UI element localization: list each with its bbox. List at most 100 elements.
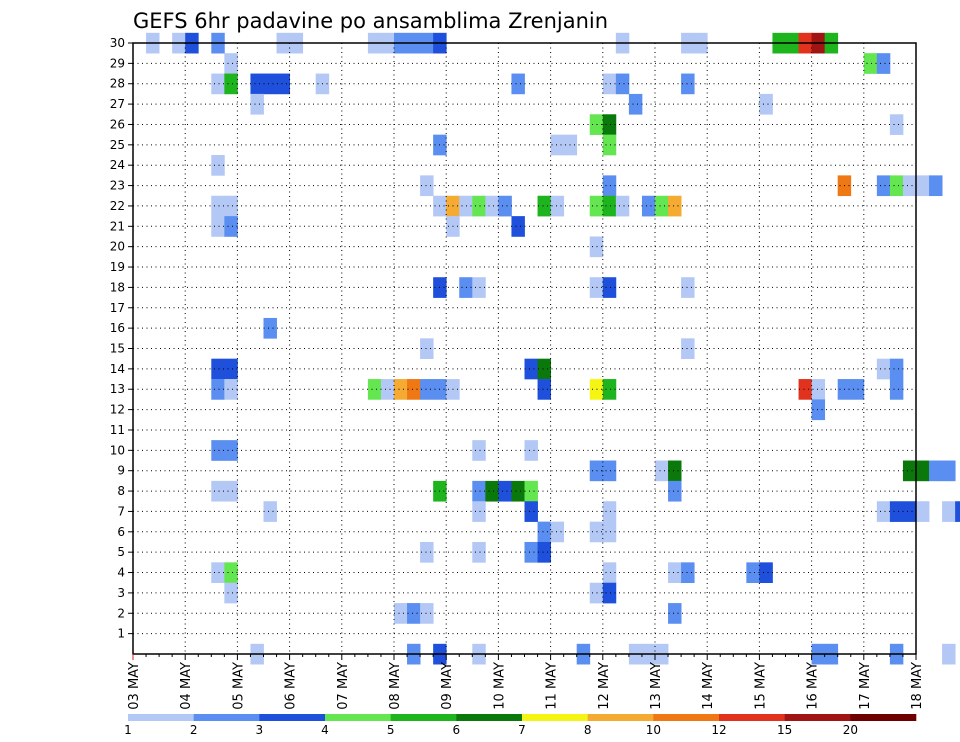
data-cell <box>602 134 617 156</box>
y-tick-label: 30 <box>110 36 125 50</box>
data-cell <box>211 73 225 95</box>
x-tick-label: 03 MAY <box>127 662 142 710</box>
y-tick-label: 21 <box>110 219 125 233</box>
x-tick-label: 16 MAY <box>806 662 821 710</box>
colorbar-swatch <box>259 714 326 721</box>
y-tick-label: 5 <box>117 545 125 559</box>
data-cell <box>876 175 891 197</box>
colorbar-label: 5 <box>387 723 395 737</box>
data-cell <box>524 358 538 380</box>
data-cell <box>602 460 617 482</box>
data-cell <box>602 501 617 522</box>
y-tick-label: 25 <box>110 138 125 152</box>
data-cell <box>550 521 565 543</box>
data-cell <box>615 73 630 95</box>
data-cells <box>146 32 960 665</box>
colorbar-swatch <box>390 714 457 721</box>
x-tick-label: 06 MAY <box>284 662 299 710</box>
data-cell <box>459 277 473 298</box>
data-cell <box>537 195 551 217</box>
data-cell <box>811 379 826 400</box>
data-cell <box>681 73 695 95</box>
y-tick-label: 16 <box>110 321 125 335</box>
data-cell <box>472 195 486 217</box>
data-cell <box>380 379 395 400</box>
data-cell <box>211 379 225 400</box>
x-tick-label: 12 MAY <box>597 662 612 710</box>
data-cell <box>929 460 943 482</box>
x-tick-label: 11 MAY <box>545 662 560 710</box>
data-cell <box>668 460 682 482</box>
colorbar-swatch <box>128 714 194 721</box>
data-cell <box>485 195 499 217</box>
data-cell <box>746 562 760 584</box>
data-cell <box>916 460 930 482</box>
data-cell <box>420 603 434 624</box>
colorbar-label: 4 <box>321 723 329 737</box>
data-cell <box>681 562 695 584</box>
data-cell <box>524 480 538 502</box>
data-cell <box>589 277 604 298</box>
y-tick-label: 13 <box>110 382 125 396</box>
y-tick-label: 28 <box>110 77 125 91</box>
y-tick-label: 2 <box>117 606 125 620</box>
data-cell <box>602 114 617 135</box>
x-tick-label: 07 MAY <box>336 662 351 710</box>
y-tick-label: 8 <box>117 484 125 498</box>
y-tick-label: 9 <box>117 464 125 478</box>
y-tick-label: 24 <box>110 158 125 172</box>
data-cell <box>589 379 604 400</box>
data-cell <box>902 175 917 197</box>
data-cell <box>420 175 434 197</box>
data-cell <box>524 541 538 563</box>
data-cell <box>420 338 434 359</box>
data-cell <box>602 562 617 584</box>
data-cell <box>472 277 486 298</box>
data-cell <box>211 440 225 461</box>
colorbar-label: 10 <box>646 723 661 737</box>
colorbar-label: 7 <box>518 723 526 737</box>
data-cell <box>589 236 604 258</box>
y-tick-label: 22 <box>110 199 125 213</box>
data-cell <box>602 73 617 95</box>
y-tick-label: 12 <box>110 403 125 417</box>
colorbar-label: 8 <box>584 723 592 737</box>
data-cell <box>655 195 669 217</box>
x-tick-label: 17 MAY <box>858 662 873 710</box>
y-tick-label: 19 <box>110 260 125 274</box>
data-cell <box>876 501 891 522</box>
x-tick-label: 05 MAY <box>231 662 246 710</box>
data-cell <box>498 195 512 217</box>
chart-title: GEFS 6hr padavine po ansamblima Zrenjani… <box>133 9 608 33</box>
x-tick-label: 15 MAY <box>753 662 768 710</box>
data-cell <box>550 195 565 217</box>
data-cell <box>863 53 878 74</box>
y-tick-label: 6 <box>117 525 125 539</box>
colorbar-label: 15 <box>777 723 792 737</box>
data-cell <box>668 480 682 502</box>
data-cell <box>889 358 904 380</box>
y-tick-label: 14 <box>110 362 125 376</box>
data-cell <box>224 440 238 461</box>
data-cell <box>668 562 682 584</box>
data-cell <box>224 379 238 400</box>
y-tick-label: 10 <box>110 443 125 457</box>
data-cell <box>681 338 695 359</box>
data-cell <box>407 379 421 400</box>
data-cell <box>811 399 826 421</box>
data-cell <box>602 195 617 217</box>
data-cell <box>589 582 604 604</box>
data-cell <box>589 114 604 135</box>
data-cell <box>524 501 538 522</box>
data-cell <box>211 358 225 380</box>
data-cell <box>889 114 904 135</box>
x-tick-label: 14 MAY <box>701 662 716 710</box>
data-cell <box>942 460 956 482</box>
data-cell <box>224 358 238 380</box>
y-tick-label: 4 <box>117 566 125 580</box>
data-cell <box>394 379 408 400</box>
y-tick-label: 1 <box>117 627 125 641</box>
data-cell <box>916 501 930 522</box>
data-cell <box>798 379 812 400</box>
data-cell <box>759 93 773 115</box>
